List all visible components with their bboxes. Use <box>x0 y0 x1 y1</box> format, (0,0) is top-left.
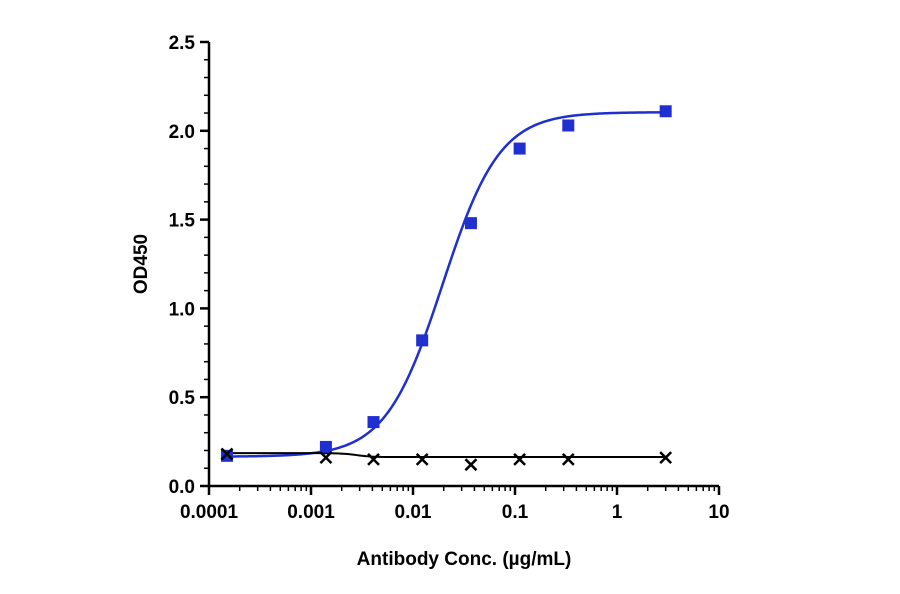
data-point <box>513 142 526 155</box>
y-tick-label: 0.0 <box>169 477 195 498</box>
x-tick-label: 10 <box>708 502 729 523</box>
data-point <box>464 217 477 230</box>
fit-curve <box>226 452 666 459</box>
data-point <box>513 452 527 466</box>
x-axis-label: Antibody Conc. (µg/mL) <box>357 549 572 570</box>
data-point <box>319 451 333 464</box>
axes: 0.0 0.5 1.0 1.5 2.0 2.5 0.0001 0.001 0.01 0.1 1 10 <box>169 33 730 523</box>
data-point <box>659 451 673 464</box>
y-tick-label: 1.5 <box>169 211 196 232</box>
data-point <box>659 105 672 118</box>
x-tick-label: 1 <box>612 502 623 523</box>
x-tick-label: 0.001 <box>287 502 335 523</box>
data-point <box>416 334 429 347</box>
data-point <box>561 452 575 466</box>
data-point <box>220 447 234 461</box>
x-tick-label: 0.01 <box>395 502 432 523</box>
fit-curve <box>226 111 666 458</box>
x-tick-label: 0.0001 <box>180 502 239 523</box>
data-point <box>415 452 429 466</box>
y-tick-label: 2.5 <box>169 33 196 54</box>
x-tick-label: 0.1 <box>502 502 529 523</box>
y-tick-label: 1.0 <box>169 299 195 320</box>
data-point <box>367 416 380 429</box>
data-point <box>464 458 478 472</box>
y-tick-label: 0.5 <box>169 388 196 409</box>
y-axis-label: OD450 <box>131 234 152 294</box>
data-point <box>367 452 380 466</box>
fit-curves <box>226 111 666 459</box>
y-tick-label: 2.0 <box>169 122 195 143</box>
data-point <box>319 440 332 453</box>
data-point <box>562 119 575 132</box>
data-markers <box>220 105 673 472</box>
data-point <box>220 449 233 462</box>
